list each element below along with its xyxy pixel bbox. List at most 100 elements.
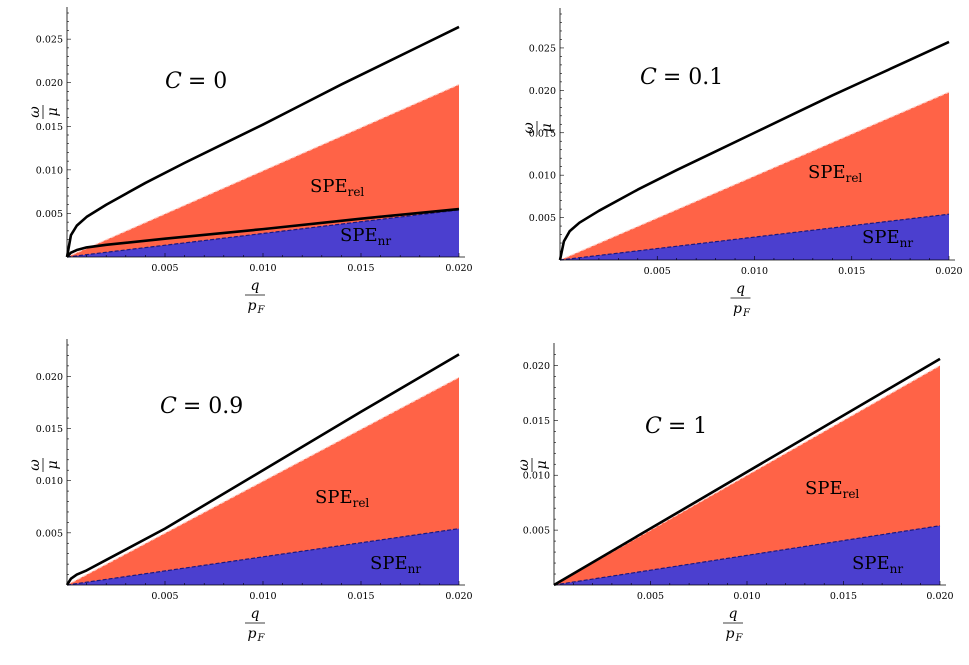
panel-4: 0.005 0.010 0.015 0.020 0.005 0.010 0.015 0.020… bbox=[516, 343, 954, 644]
dispersion-curve bbox=[65, 25, 460, 258]
xlabel-numerator: q bbox=[251, 606, 260, 622]
spe-nr-boundary bbox=[66, 528, 460, 586]
spe-nr-label: SPEnr bbox=[370, 553, 421, 576]
ylabel-denominator: μ bbox=[45, 107, 61, 116]
spe-nr-label-main: SPE bbox=[340, 225, 378, 246]
dispersion-curve bbox=[553, 357, 941, 587]
xlabel-denominator-subscript: F bbox=[742, 308, 751, 319]
title-variable: C bbox=[640, 65, 657, 90]
spe-rel-label-main: SPE bbox=[310, 176, 348, 197]
spe-rel-label-sub: rel bbox=[348, 185, 365, 199]
spe-rel-boundary bbox=[559, 91, 950, 261]
xlabel-denominator: p bbox=[733, 301, 742, 317]
spe-nr-label: SPEnr bbox=[340, 225, 391, 248]
spe-nr-label: SPEnr bbox=[852, 553, 903, 576]
y-tick-label: 0.025 bbox=[529, 43, 556, 54]
panel-3: 0.005 0.010 0.015 0.020 0.005 0.010 0.015 0.020… bbox=[27, 339, 473, 644]
spe-rel-label: SPErel bbox=[315, 487, 369, 510]
spe-rel-label-main: SPE bbox=[315, 487, 353, 508]
spe-rel-boundary bbox=[66, 83, 460, 258]
x-tick-label: 0.010 bbox=[249, 263, 276, 274]
y-tick-label: 0.020 bbox=[36, 78, 63, 89]
xlabel-denominator-subscript: F bbox=[257, 305, 266, 316]
y-tick-label: 0.025 bbox=[36, 35, 63, 46]
panel-title: C = 0 bbox=[165, 69, 227, 94]
y-tick-label: 0.005 bbox=[523, 526, 550, 537]
xlabel-denominator-subscript: F bbox=[257, 633, 266, 644]
xlabel-denominator-subscript: F bbox=[735, 633, 744, 644]
spe-rel-label: SPErel bbox=[805, 478, 859, 501]
y-tick-label: 0.010 bbox=[36, 165, 63, 176]
x-tick-label: 0.005 bbox=[644, 266, 671, 277]
ylabel-numerator: ω bbox=[516, 459, 532, 471]
spe-nr-label-main: SPE bbox=[852, 553, 890, 574]
spe-rel-label-main: SPE bbox=[808, 162, 846, 183]
spe-rel-label: SPErel bbox=[310, 176, 364, 199]
spe-rel-label: SPErel bbox=[808, 162, 862, 185]
panel-title: C = 0.1 bbox=[640, 65, 723, 90]
xlabel-numerator: q bbox=[251, 278, 260, 294]
spe-rel-label-sub: rel bbox=[353, 496, 370, 510]
y-tick-label: 0.005 bbox=[36, 209, 63, 220]
ylabel-numerator: ω bbox=[521, 122, 537, 134]
xlabel-numerator: q bbox=[729, 606, 738, 622]
spe-nr-boundary bbox=[553, 525, 941, 586]
y-tick-label: 0.015 bbox=[36, 122, 63, 133]
spe-rel-label-sub: rel bbox=[843, 487, 860, 501]
x-tick-label: 0.015 bbox=[347, 591, 374, 602]
dispersion-curve bbox=[66, 207, 460, 258]
panel-2: 0.005 0.010 0.015 0.020 0.005 0.010 0.015 0.020… bbox=[521, 8, 963, 319]
dispersion-curve bbox=[558, 40, 950, 261]
y-tick-label: 0.005 bbox=[529, 213, 556, 224]
x-tick-label: 0.010 bbox=[733, 591, 760, 602]
ylabel-denominator: μ bbox=[45, 460, 61, 469]
spe-rel-boundary bbox=[66, 376, 460, 586]
y-tick-label: 0.005 bbox=[36, 528, 63, 539]
y-tick-label: 0.015 bbox=[523, 416, 550, 427]
spe-rel-label-sub: rel bbox=[846, 171, 863, 185]
xlabel-denominator: p bbox=[248, 626, 257, 642]
x-tick-label: 0.015 bbox=[830, 591, 857, 602]
title-value: = 0 bbox=[188, 69, 227, 94]
y-tick-label: 0.010 bbox=[529, 171, 556, 182]
panel-title: C = 1 bbox=[645, 414, 707, 439]
y-tick-label: 0.010 bbox=[36, 476, 63, 487]
x-tick-label: 0.020 bbox=[445, 263, 472, 274]
y-tick-label: 0.010 bbox=[523, 471, 550, 482]
ylabel-numerator: ω bbox=[27, 106, 43, 118]
x-tick-label: 0.005 bbox=[151, 591, 178, 602]
y-tick-label: 0.015 bbox=[36, 424, 63, 435]
ylabel-denominator: μ bbox=[534, 460, 550, 469]
x-tick-label: 0.015 bbox=[347, 263, 374, 274]
panel-1: 0.005 0.010 0.015 0.020 0.005 0.010 0.015 0.020… bbox=[27, 7, 473, 316]
title-value: = 0.1 bbox=[663, 65, 723, 90]
spe-nr-label-sub: nr bbox=[900, 236, 914, 250]
x-tick-label: 0.020 bbox=[926, 591, 953, 602]
title-variable: C bbox=[165, 69, 182, 94]
x-tick-label: 0.020 bbox=[935, 266, 962, 277]
dispersion-curve bbox=[65, 353, 460, 586]
spe-nr-label: SPEnr bbox=[862, 227, 913, 250]
panel-title: C = 0.9 bbox=[160, 394, 243, 419]
x-tick-label: 0.020 bbox=[445, 591, 472, 602]
x-tick-label: 0.005 bbox=[637, 591, 664, 602]
spe-rel-label-main: SPE bbox=[805, 478, 843, 499]
title-value: = 0.9 bbox=[183, 394, 243, 419]
x-tick-label: 0.005 bbox=[151, 263, 178, 274]
x-tick-label: 0.010 bbox=[741, 266, 768, 277]
title-value: = 1 bbox=[668, 414, 707, 439]
spe-nr-label-main: SPE bbox=[370, 553, 408, 574]
ylabel-numerator: ω bbox=[27, 459, 43, 471]
ylabel-denominator: μ bbox=[539, 123, 555, 132]
spe-nr-label-sub: nr bbox=[408, 562, 422, 576]
y-tick-label: 0.020 bbox=[36, 372, 63, 383]
spe-nr-boundary bbox=[559, 213, 950, 261]
xlabel-numerator: q bbox=[736, 281, 745, 297]
title-variable: C bbox=[645, 414, 662, 439]
x-tick-label: 0.015 bbox=[838, 266, 865, 277]
y-tick-label: 0.015 bbox=[529, 128, 556, 139]
